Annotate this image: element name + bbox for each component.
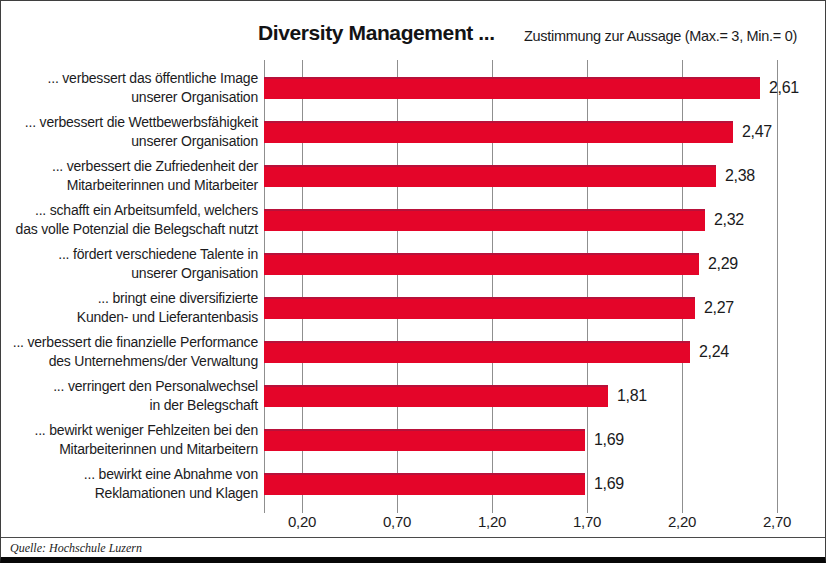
category-label-line: ... fördert verschiedene Talente in — [11, 245, 258, 264]
bar — [264, 429, 585, 451]
bar-row: 2,27 — [264, 286, 804, 330]
category-label-line: unserer Organisation — [11, 88, 258, 107]
chart-card: Diversity Management ... Zustimmung zur … — [0, 0, 826, 563]
category-label-line: ... schafft ein Arbeitsumfeld, welchers — [11, 201, 258, 220]
bar — [264, 253, 699, 275]
bar-row: 2,32 — [264, 198, 804, 242]
x-tick-label: 2,70 — [763, 513, 791, 530]
category-label: ... verringert den Personalwechselin der… — [11, 374, 258, 418]
category-labels-column: ... verbessert das öffentliche Imageunse… — [11, 66, 258, 506]
category-label-line: Kunden- und Lieferantenbasis — [11, 308, 258, 327]
value-label: 2,29 — [708, 242, 738, 286]
bar-row: 1,69 — [264, 418, 804, 462]
category-label: ... verbessert die Zufriedenheit derMita… — [11, 154, 258, 198]
bar — [264, 121, 733, 143]
bar-chart-plot-area: 2,612,472,382,322,292,272,241,811,691,69 — [264, 66, 804, 506]
category-label-line: ... bewirkt weniger Fehlzeiten bei den — [11, 421, 258, 440]
category-label-line: ... verbessert das öffentliche Image — [11, 69, 258, 88]
category-label-line: Reklamationen und Klagen — [11, 484, 258, 503]
x-axis: 0,20 0,70 1,20 1,70 2,20 2,70 — [264, 513, 804, 535]
category-label-line: ... verbessert die Wettbewerbsfähigkeit — [11, 113, 258, 132]
bar — [264, 209, 705, 231]
category-label-line: ... bewirkt eine Abnahme von — [11, 465, 258, 484]
category-label-line: Mitarbeiterinnen und Mitarbeiter — [11, 176, 258, 195]
category-label-line: ... verbessert die Zufriedenheit der — [11, 157, 258, 176]
category-label-line: Mitarbeiterinnen und Mitarbeitern — [11, 440, 258, 459]
value-label: 2,32 — [714, 198, 744, 242]
footer-divider — [1, 537, 825, 538]
bar-row: 2,47 — [264, 110, 804, 154]
bar-rows: 2,612,472,382,322,292,272,241,811,691,69 — [264, 66, 804, 506]
category-label: ... verbessert die finanzielle Performan… — [11, 330, 258, 374]
bar-row: 2,38 — [264, 154, 804, 198]
value-label: 1,69 — [594, 462, 624, 506]
x-tick-label: 0,20 — [288, 513, 316, 530]
bar — [264, 341, 690, 363]
bar-row: 2,29 — [264, 242, 804, 286]
category-label-line: unserer Organisation — [11, 264, 258, 283]
category-label: ... verbessert die Wettbewerbsfähigkeitu… — [11, 110, 258, 154]
bar — [264, 385, 608, 407]
x-tick-label: 2,20 — [668, 513, 696, 530]
category-label-line: ... verbessert die finanzielle Performan… — [11, 333, 258, 352]
bar — [264, 165, 716, 187]
category-label-line: in der Belegschaft — [11, 396, 258, 415]
category-label: ... bewirkt eine Abnahme vonReklamatione… — [11, 462, 258, 506]
value-label: 2,61 — [769, 66, 799, 110]
value-label: 2,24 — [699, 330, 729, 374]
value-label: 2,27 — [704, 286, 734, 330]
category-label-line: ... verringert den Personalwechsel — [11, 377, 258, 396]
category-label: ... schafft ein Arbeitsumfeld, welchersd… — [11, 198, 258, 242]
chart-subtitle: Zustimmung zur Aussage (Max.= 3, Min.= 0… — [524, 28, 797, 44]
category-label: ... bringt eine diversifizierteKunden- u… — [11, 286, 258, 330]
category-label-line: ... bringt eine diversifizierte — [11, 289, 258, 308]
x-tick-label: 1,70 — [573, 513, 601, 530]
bar-row: 2,24 — [264, 330, 804, 374]
chart-title: Diversity Management ... — [258, 21, 495, 45]
bar — [264, 473, 585, 495]
value-label: 2,47 — [742, 110, 772, 154]
category-label: ... fördert verschiedene Talente inunser… — [11, 242, 258, 286]
category-label: ... verbessert das öffentliche Imageunse… — [11, 66, 258, 110]
bar-row: 1,81 — [264, 374, 804, 418]
category-label-line: des Unternehmens/der Verwaltung — [11, 352, 258, 371]
category-label-line: unserer Organisation — [11, 132, 258, 151]
category-label-line: das volle Potenzial die Belegschaft nutz… — [11, 220, 258, 239]
value-label: 1,69 — [594, 418, 624, 462]
value-label: 1,81 — [617, 374, 647, 418]
bar-row: 2,61 — [264, 66, 804, 110]
bar — [264, 297, 695, 319]
x-tick-label: 1,20 — [478, 513, 506, 530]
source-caption: Quelle: Hochschule Luzern — [10, 541, 142, 556]
category-label: ... bewirkt weniger Fehlzeiten bei denMi… — [11, 418, 258, 462]
value-label: 2,38 — [725, 154, 755, 198]
x-tick-label: 0,70 — [383, 513, 411, 530]
bar-row: 1,69 — [264, 462, 804, 506]
bar — [264, 77, 760, 99]
